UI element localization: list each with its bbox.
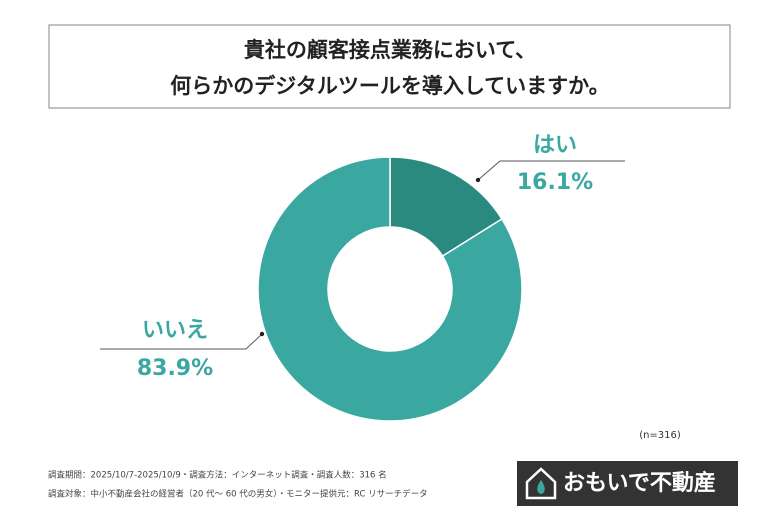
leader-line [100,333,263,350]
footnote: 調査期間：2025/10/7-2025/10/9・調査方法：インターネット調査・… [48,470,387,481]
value-label: 83.9% [137,356,213,381]
category-label: はい [533,133,577,158]
value-label: 16.1% [517,170,593,195]
leader-dot [475,177,481,183]
logo-drop [537,480,545,494]
leader-dot [259,331,265,337]
brand-logo: おもいで不動産 [517,461,738,506]
sample-note: (n=316) [639,430,681,441]
title-box [48,24,731,109]
donut-segment [257,156,523,422]
brand-name: おもいで不動産 [563,470,716,496]
chart-title: 貴社の顧客接点業務において、 [244,38,536,62]
logo-house [525,467,557,500]
chart-title: 何らかのデジタルツールを導入していますか。 [170,74,610,98]
leader-line [477,160,625,181]
category-label: いいえ [142,318,208,343]
footnote: 調査対象：中小不動産会社の経営者（20 代～ 60 代の男女）・モニター提供元：… [48,489,428,500]
